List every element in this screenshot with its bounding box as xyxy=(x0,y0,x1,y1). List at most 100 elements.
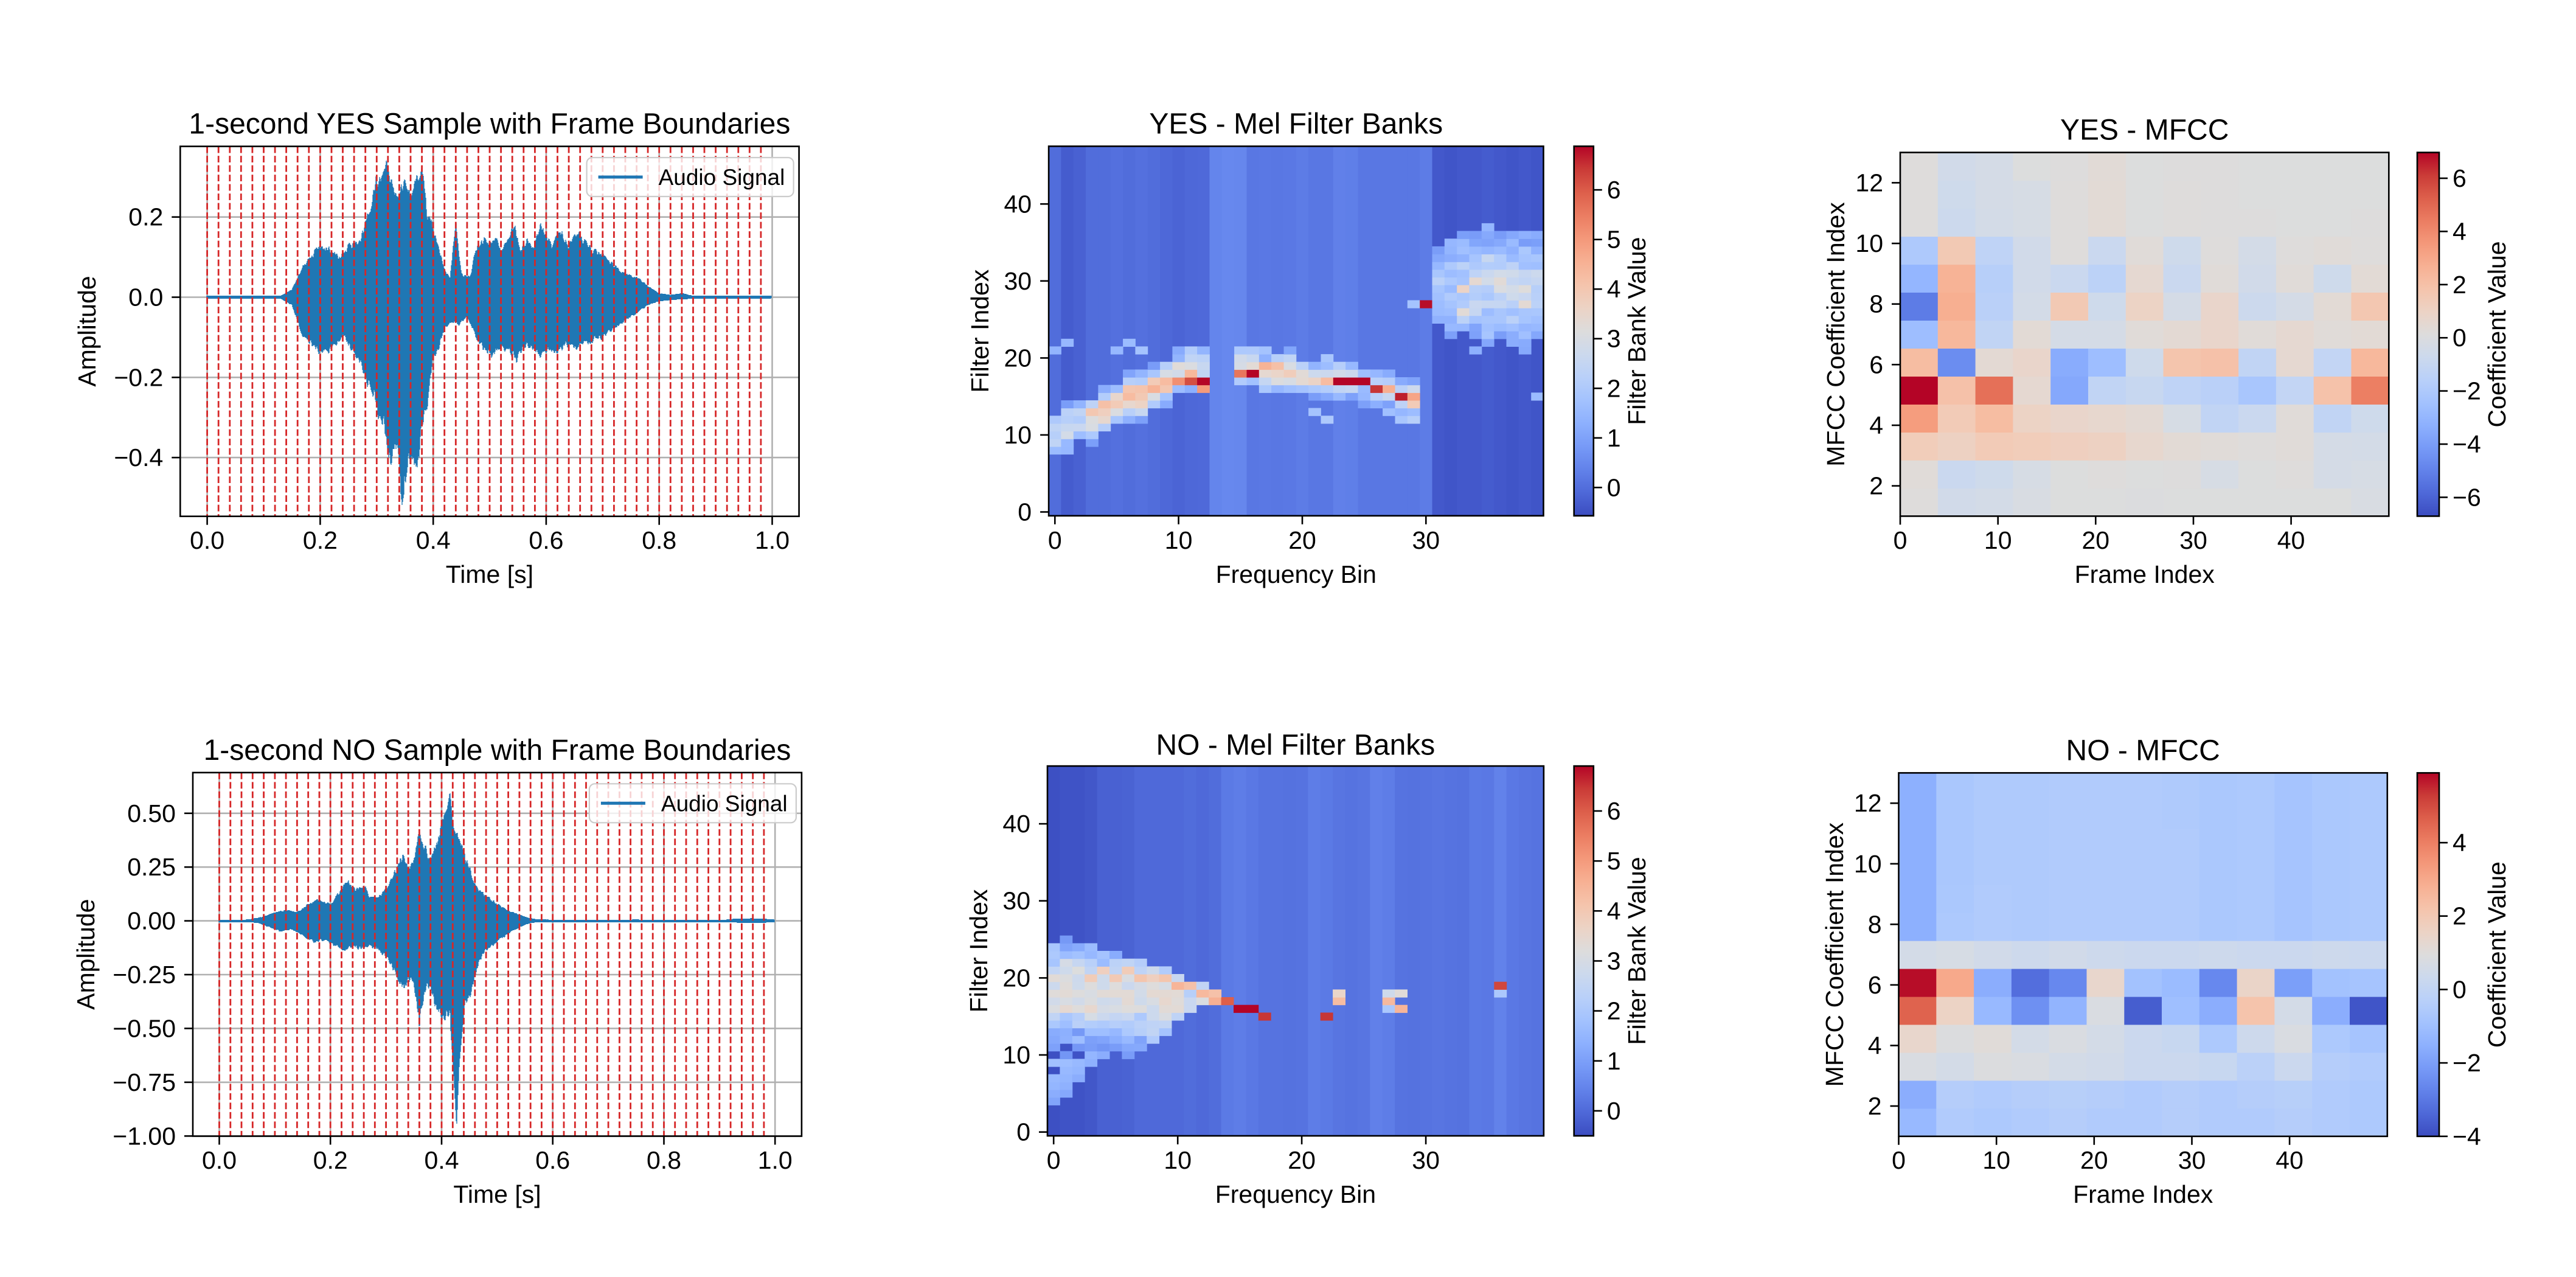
svg-text:0.4: 0.4 xyxy=(425,1146,459,1174)
svg-text:6: 6 xyxy=(1869,350,1883,378)
svg-text:10: 10 xyxy=(1855,229,1883,257)
svg-text:0: 0 xyxy=(2453,975,2467,1003)
svg-text:6: 6 xyxy=(1868,971,1882,999)
svg-text:4: 4 xyxy=(2453,217,2467,245)
svg-text:0: 0 xyxy=(1016,1118,1030,1146)
svg-text:10: 10 xyxy=(1982,1146,2010,1174)
svg-text:Frequency Bin: Frequency Bin xyxy=(1216,560,1377,588)
svg-text:2: 2 xyxy=(1869,472,1883,500)
svg-text:−4: −4 xyxy=(2453,1122,2481,1150)
svg-text:0.0: 0.0 xyxy=(202,1146,237,1174)
svg-text:30: 30 xyxy=(1002,887,1030,915)
svg-text:−2: −2 xyxy=(2453,377,2481,405)
svg-text:NO - MFCC: NO - MFCC xyxy=(2066,734,2220,767)
svg-text:Audio Signal: Audio Signal xyxy=(661,791,788,816)
svg-text:Filter Bank Value: Filter Bank Value xyxy=(1623,237,1651,425)
svg-text:0.8: 0.8 xyxy=(642,526,676,554)
svg-text:20: 20 xyxy=(1004,344,1032,372)
svg-text:40: 40 xyxy=(2276,1146,2303,1174)
svg-text:5: 5 xyxy=(1607,847,1621,875)
svg-text:2: 2 xyxy=(1607,374,1621,402)
svg-text:Amplitude: Amplitude xyxy=(72,899,100,1010)
svg-text:−0.25: −0.25 xyxy=(113,961,176,989)
svg-text:6: 6 xyxy=(2453,164,2467,192)
svg-text:0: 0 xyxy=(1894,526,1908,554)
svg-text:10: 10 xyxy=(1002,1041,1030,1069)
svg-text:3: 3 xyxy=(1607,947,1621,975)
svg-text:MFCC Coefficient Index: MFCC Coefficient Index xyxy=(1821,822,1849,1087)
svg-text:6: 6 xyxy=(1607,176,1621,204)
svg-text:8: 8 xyxy=(1869,290,1883,318)
svg-text:6: 6 xyxy=(1607,797,1621,825)
svg-text:4: 4 xyxy=(1869,411,1883,439)
svg-text:1-second YES Sample with Frame: 1-second YES Sample with Frame Boundarie… xyxy=(189,108,790,141)
svg-text:0.00: 0.00 xyxy=(127,907,176,935)
svg-text:30: 30 xyxy=(2178,1146,2206,1174)
svg-text:Amplitude: Amplitude xyxy=(73,276,101,386)
svg-text:1: 1 xyxy=(1607,1047,1621,1075)
svg-text:1.0: 1.0 xyxy=(755,526,790,554)
svg-text:10: 10 xyxy=(1165,526,1193,554)
svg-text:12: 12 xyxy=(1854,789,1882,817)
svg-text:40: 40 xyxy=(1004,190,1032,218)
svg-text:−0.2: −0.2 xyxy=(114,363,163,391)
svg-text:4: 4 xyxy=(1607,897,1621,925)
svg-text:4: 4 xyxy=(2453,829,2467,857)
svg-text:20: 20 xyxy=(1002,964,1030,992)
svg-text:MFCC Coefficient Index: MFCC Coefficient Index xyxy=(1822,202,1850,467)
svg-text:0.0: 0.0 xyxy=(128,284,163,311)
svg-text:0: 0 xyxy=(1047,1146,1061,1174)
svg-text:10: 10 xyxy=(1004,421,1032,449)
svg-text:8: 8 xyxy=(1868,910,1882,938)
svg-text:0.8: 0.8 xyxy=(647,1146,681,1174)
svg-text:NO - Mel Filter Banks: NO - Mel Filter Banks xyxy=(1156,729,1436,762)
svg-text:4: 4 xyxy=(1868,1032,1882,1060)
svg-text:1.0: 1.0 xyxy=(758,1146,793,1174)
svg-text:2: 2 xyxy=(1607,997,1621,1025)
svg-text:Frame Index: Frame Index xyxy=(2075,560,2215,588)
svg-text:−0.75: −0.75 xyxy=(113,1068,176,1096)
svg-text:2: 2 xyxy=(2453,902,2467,930)
svg-text:0.4: 0.4 xyxy=(416,526,451,554)
svg-text:20: 20 xyxy=(1288,526,1316,554)
svg-text:0.6: 0.6 xyxy=(535,1146,570,1174)
svg-text:5: 5 xyxy=(1607,226,1621,254)
svg-text:−0.4: −0.4 xyxy=(114,444,163,471)
svg-text:10: 10 xyxy=(1854,850,1882,878)
svg-text:30: 30 xyxy=(1004,267,1032,295)
svg-text:2: 2 xyxy=(1868,1092,1882,1120)
svg-text:YES - MFCC: YES - MFCC xyxy=(2060,114,2229,147)
svg-text:0.0: 0.0 xyxy=(190,526,224,554)
svg-text:Time [s]: Time [s] xyxy=(453,1180,541,1208)
svg-text:30: 30 xyxy=(1412,526,1440,554)
svg-text:Filter Index: Filter Index xyxy=(966,269,994,392)
svg-text:0: 0 xyxy=(1892,1146,1906,1174)
svg-text:0: 0 xyxy=(1048,526,1062,554)
svg-text:4: 4 xyxy=(1607,275,1621,303)
svg-text:0.2: 0.2 xyxy=(313,1146,348,1174)
svg-text:Coefficient Value: Coefficient Value xyxy=(2483,241,2511,427)
svg-text:Filter Bank Value: Filter Bank Value xyxy=(1623,857,1651,1045)
svg-text:0: 0 xyxy=(1607,1097,1621,1125)
svg-text:40: 40 xyxy=(2277,526,2305,554)
svg-text:YES - Mel Filter Banks: YES - Mel Filter Banks xyxy=(1149,108,1443,141)
svg-text:Filter Index: Filter Index xyxy=(965,889,993,1012)
svg-text:10: 10 xyxy=(1164,1146,1192,1174)
svg-text:2: 2 xyxy=(2453,271,2467,299)
svg-text:Audio Signal: Audio Signal xyxy=(659,165,785,190)
svg-text:20: 20 xyxy=(1288,1146,1316,1174)
svg-text:0.2: 0.2 xyxy=(303,526,338,554)
svg-text:−6: −6 xyxy=(2453,483,2481,511)
svg-text:30: 30 xyxy=(1412,1146,1440,1174)
svg-text:Time [s]: Time [s] xyxy=(446,560,533,588)
svg-text:30: 30 xyxy=(2179,526,2207,554)
svg-text:3: 3 xyxy=(1607,325,1621,353)
svg-text:0.2: 0.2 xyxy=(128,203,163,231)
svg-text:0: 0 xyxy=(2453,324,2467,352)
svg-text:Frequency Bin: Frequency Bin xyxy=(1215,1180,1376,1208)
svg-text:Frame Index: Frame Index xyxy=(2073,1180,2213,1208)
svg-text:Coefficient Value: Coefficient Value xyxy=(2483,861,2511,1048)
svg-text:0.25: 0.25 xyxy=(127,853,176,881)
svg-text:1: 1 xyxy=(1607,424,1621,452)
svg-text:−0.50: −0.50 xyxy=(113,1014,176,1042)
